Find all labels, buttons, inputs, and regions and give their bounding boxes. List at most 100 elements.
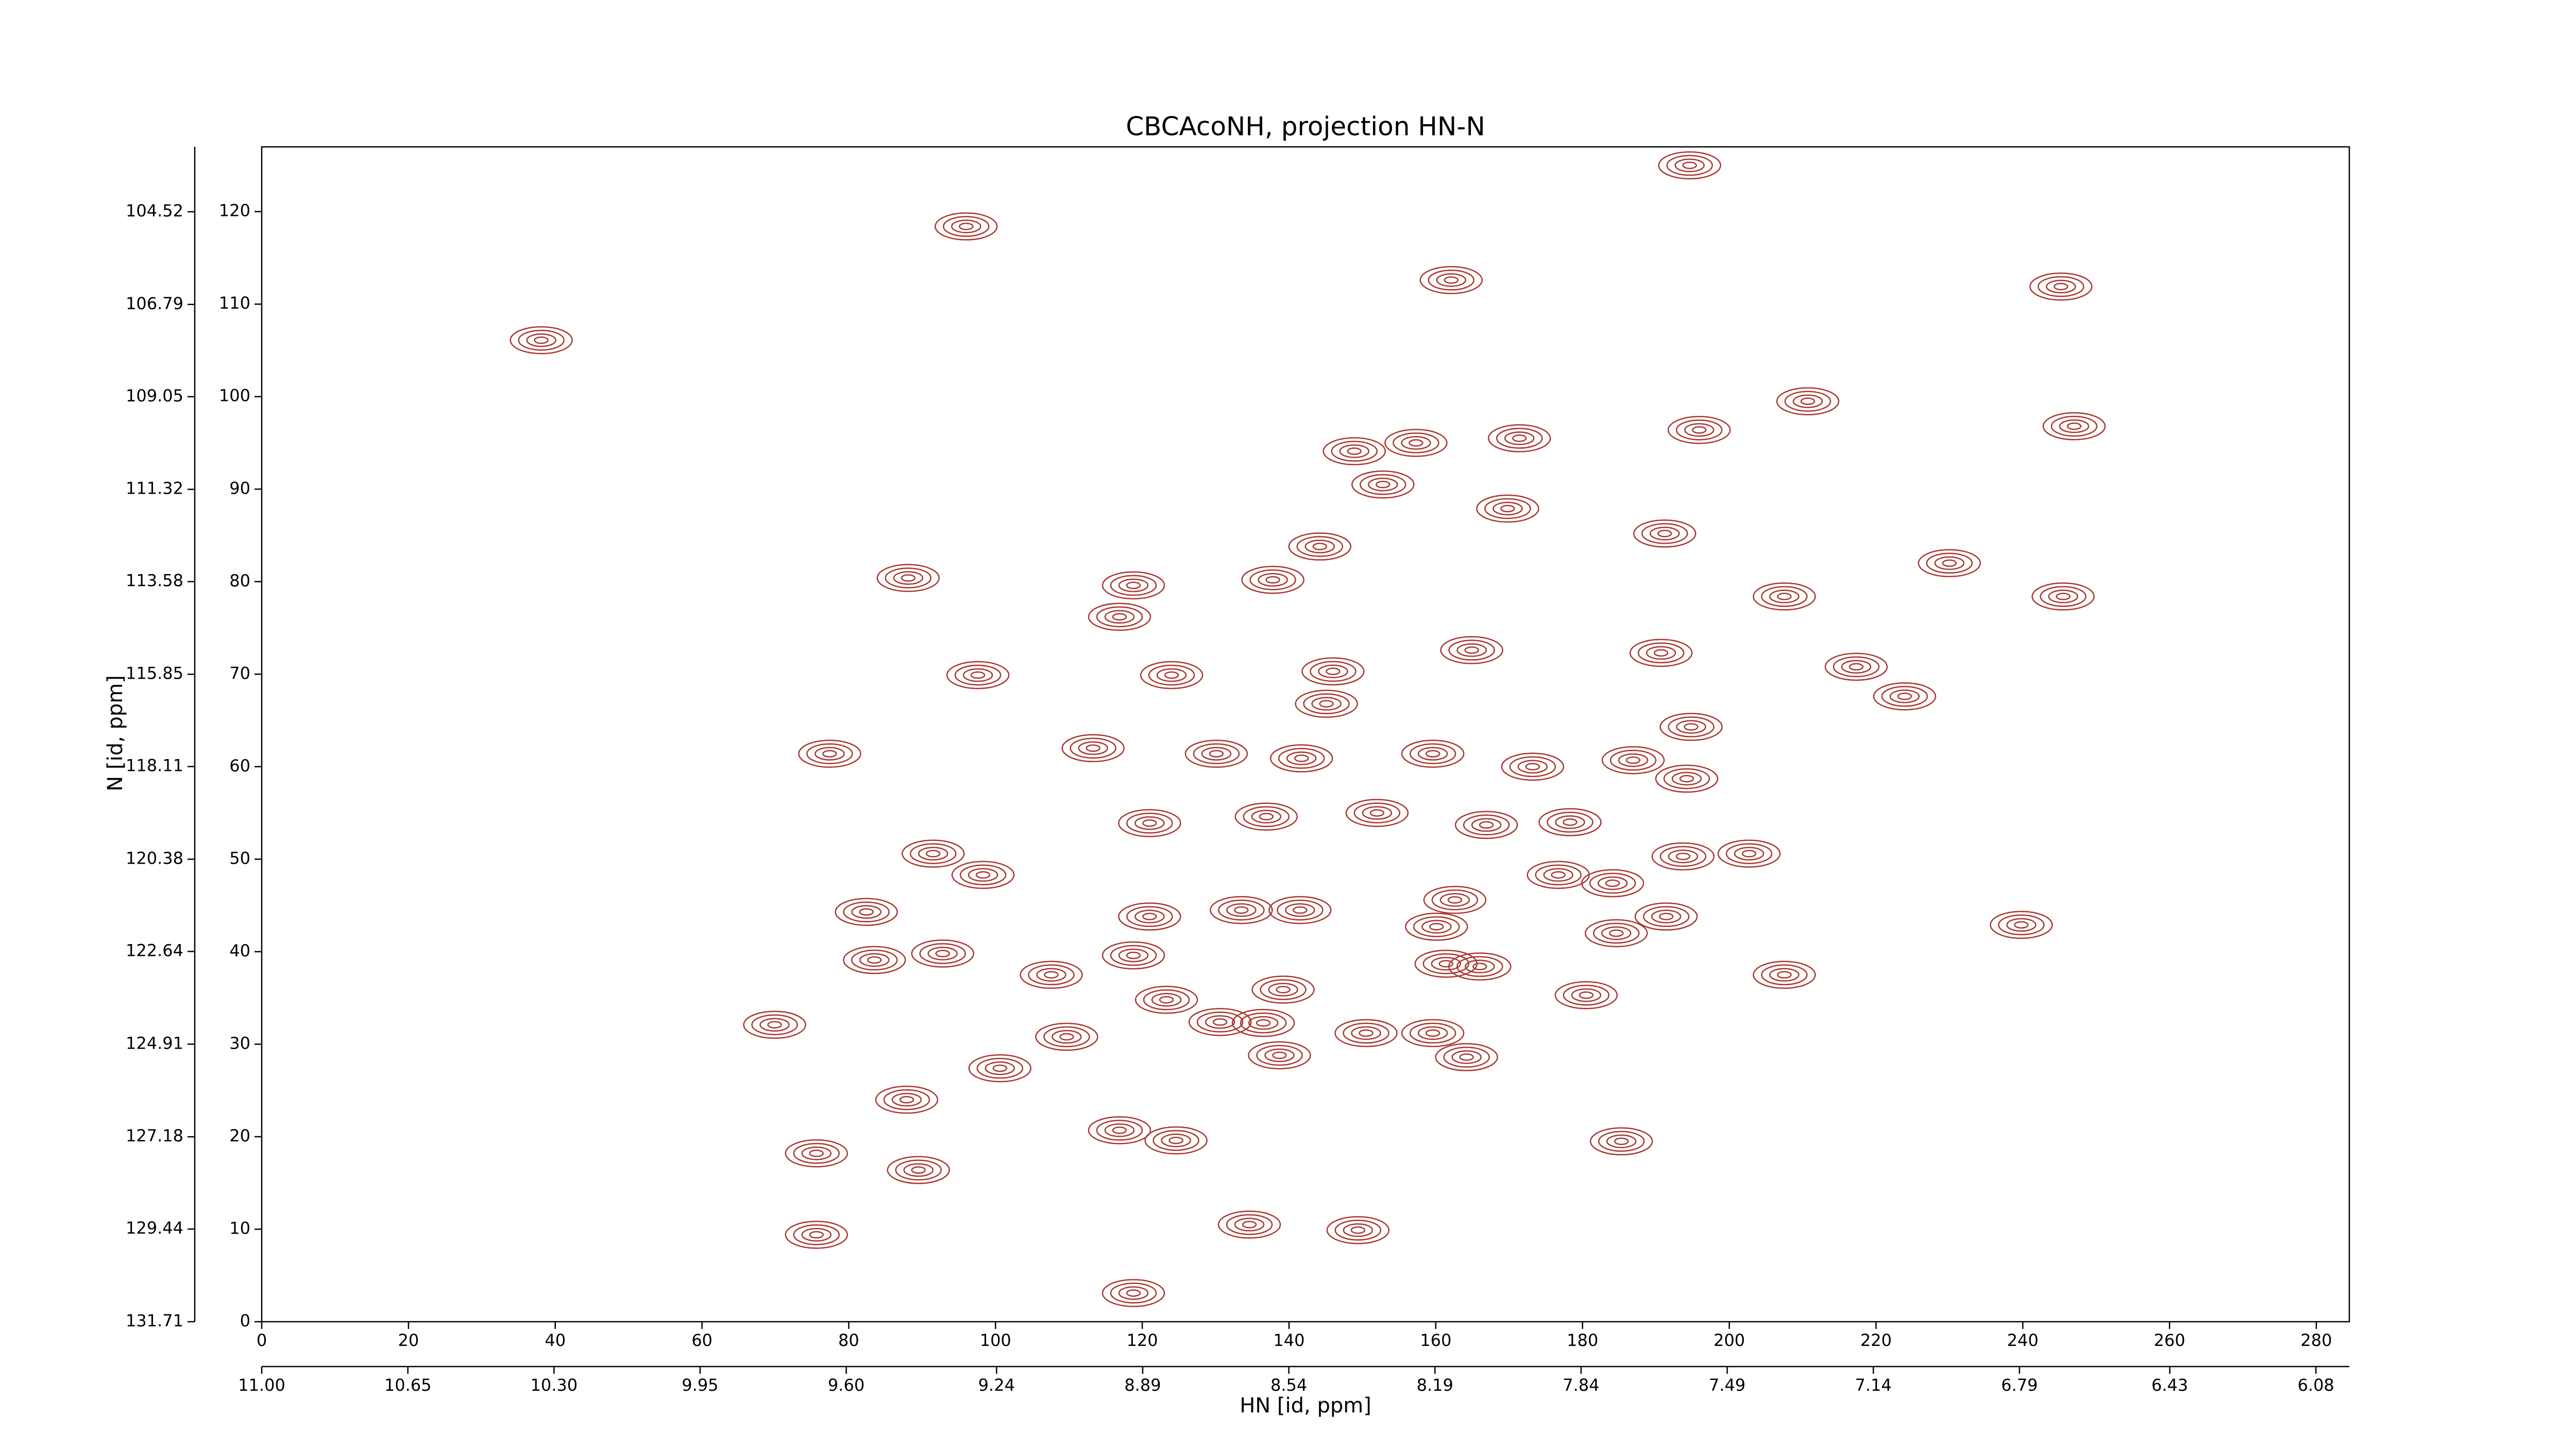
peak-contour bbox=[1641, 523, 1688, 544]
peak-contour bbox=[1310, 661, 1357, 682]
peak-contour bbox=[2042, 412, 2106, 441]
peak-contour bbox=[1584, 919, 1648, 948]
y2-tick-label: 131.71 bbox=[126, 1311, 183, 1330]
peak-contour bbox=[1126, 813, 1173, 834]
peak-contour bbox=[1881, 686, 1928, 707]
peak-contour bbox=[1188, 1008, 1252, 1036]
peak-contour bbox=[935, 212, 998, 241]
peak-contour bbox=[968, 868, 998, 882]
peak-contour bbox=[1601, 926, 1632, 940]
peak-contour bbox=[1052, 1030, 1082, 1044]
peak-contour bbox=[1926, 552, 1973, 574]
peak-contour bbox=[1217, 1210, 1281, 1239]
peak-contour bbox=[887, 1156, 950, 1184]
peak-contour bbox=[1086, 744, 1100, 752]
peak-contour bbox=[899, 1096, 914, 1104]
peak-contour bbox=[1368, 478, 1398, 492]
peak-contour bbox=[1465, 959, 1495, 973]
x-tick-label: 260 bbox=[2154, 1330, 2185, 1350]
peak-contour bbox=[1110, 575, 1157, 596]
peak-contour bbox=[1873, 682, 1937, 711]
peak-contour bbox=[2056, 593, 2071, 600]
peak-contour bbox=[1234, 1218, 1265, 1232]
peak-contour bbox=[1196, 1012, 1244, 1033]
y2-tick-label: 129.44 bbox=[126, 1218, 183, 1238]
peak-contour bbox=[1769, 589, 1800, 603]
peak-contour bbox=[1642, 906, 1690, 927]
peak-contour bbox=[1350, 1226, 1366, 1234]
peak-contour bbox=[895, 1159, 942, 1181]
peak-contour bbox=[1134, 909, 1165, 923]
peak-contour bbox=[1554, 981, 1618, 1009]
peak-contour bbox=[1605, 879, 1620, 887]
peak-contour bbox=[1326, 667, 1341, 676]
peak-contour bbox=[1761, 586, 1808, 607]
peak-contour bbox=[1606, 1134, 1637, 1149]
peak-contour bbox=[1500, 504, 1515, 513]
peak-contour bbox=[1268, 896, 1332, 924]
peak-contour bbox=[1140, 661, 1204, 689]
y-tick-label: 20 bbox=[229, 1126, 250, 1145]
peak-contour bbox=[1658, 913, 1674, 920]
peak-contour bbox=[1118, 1286, 1149, 1300]
peak-contour bbox=[1134, 985, 1198, 1014]
peak-contour bbox=[1443, 1047, 1490, 1068]
peak-contour bbox=[1598, 1131, 1645, 1152]
peak-contour bbox=[2038, 276, 2084, 297]
peak-contour bbox=[925, 850, 941, 857]
peak-contour bbox=[1304, 540, 1335, 553]
peak-contour bbox=[1323, 437, 1386, 465]
peak-contour bbox=[2040, 586, 2087, 607]
peak-contour bbox=[1409, 439, 1423, 447]
peak-contour bbox=[943, 216, 990, 237]
peak-contour bbox=[1429, 923, 1444, 931]
peak-contour bbox=[1096, 606, 1143, 628]
peak-contour bbox=[901, 839, 965, 868]
peak-contour bbox=[1184, 739, 1248, 768]
peak-contour bbox=[959, 864, 1007, 886]
peak-contour bbox=[1431, 889, 1479, 911]
peak-contour bbox=[1303, 693, 1350, 715]
y-tick-label: 60 bbox=[229, 756, 250, 776]
peak-contour bbox=[1451, 1050, 1482, 1064]
x2-tick-label: 6.79 bbox=[2001, 1375, 2038, 1395]
peak-contour bbox=[1942, 559, 1957, 567]
peak-contour bbox=[1360, 474, 1406, 495]
peak-contour bbox=[1043, 1026, 1090, 1048]
peak-contour bbox=[968, 1054, 1032, 1083]
peak-contour bbox=[1331, 441, 1378, 462]
peak-contour bbox=[1934, 556, 1965, 570]
peak-contour bbox=[962, 668, 993, 682]
peak-contour bbox=[1684, 423, 1715, 437]
peak-contour bbox=[2014, 921, 2029, 929]
peak-contour bbox=[1649, 527, 1680, 541]
peak-contour bbox=[1256, 1044, 1303, 1066]
peak-contour bbox=[1436, 273, 1466, 287]
peak-contour bbox=[1417, 747, 1448, 761]
peak-contour bbox=[1691, 426, 1707, 434]
peak-contour bbox=[1463, 814, 1510, 836]
peak-contour bbox=[1260, 979, 1307, 1000]
peak-contour bbox=[1326, 1216, 1390, 1244]
peak-contour bbox=[1444, 276, 1459, 284]
peak-contour bbox=[1256, 1019, 1271, 1027]
peak-contour bbox=[1276, 986, 1291, 993]
peak-contour bbox=[1833, 656, 1880, 678]
peak-contour bbox=[1401, 739, 1465, 768]
peak-contour bbox=[1448, 952, 1512, 981]
peak-contour bbox=[1784, 391, 1832, 412]
x2-tick-label: 9.95 bbox=[682, 1375, 718, 1395]
x-tick-label: 220 bbox=[1860, 1330, 1892, 1350]
peak-contour bbox=[1401, 436, 1431, 450]
peak-contour bbox=[793, 1143, 840, 1164]
peak-contour bbox=[1589, 872, 1636, 894]
peak-contour bbox=[1889, 689, 1920, 703]
peak-contour bbox=[1653, 649, 1669, 657]
peak-contour bbox=[1210, 896, 1273, 924]
peak-contour bbox=[1277, 899, 1324, 921]
peak-contour bbox=[2066, 422, 2082, 430]
peak-contour bbox=[1717, 839, 1781, 868]
peak-contour bbox=[1651, 909, 1682, 923]
peak-contour bbox=[1456, 643, 1487, 657]
peak-contour bbox=[1334, 1019, 1398, 1048]
